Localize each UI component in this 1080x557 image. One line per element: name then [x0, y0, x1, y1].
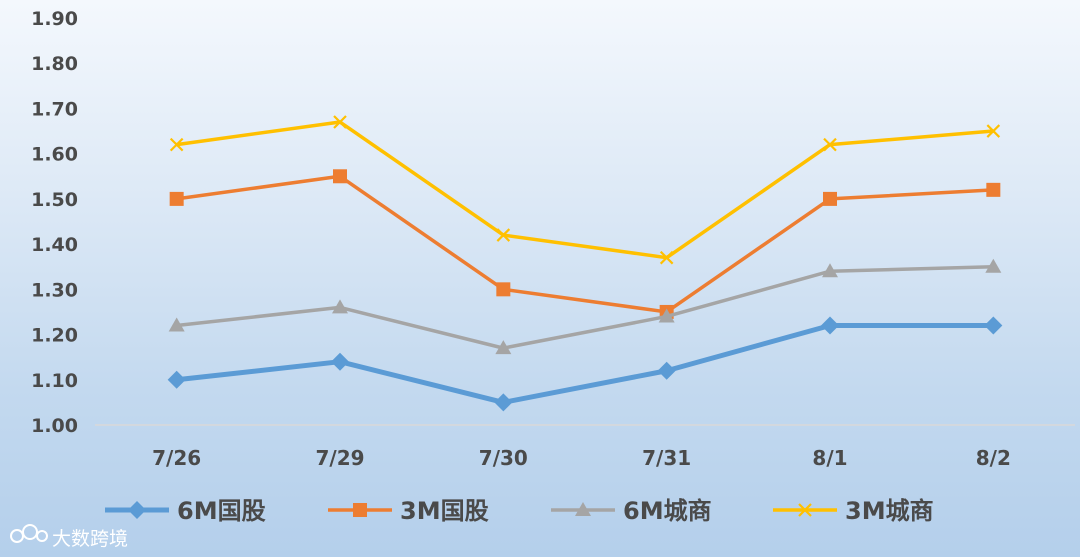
series-2 [169, 169, 1001, 319]
data-point [986, 182, 1001, 197]
series-line [176, 174, 994, 314]
x-tick-label: 7/30 [479, 446, 528, 470]
legend-item: 3M国股 [328, 497, 489, 525]
y-tick-label: 1.60 [31, 144, 78, 166]
watermark: 大数跨境 [10, 524, 128, 550]
data-point [823, 191, 837, 206]
data-point [659, 250, 674, 265]
y-tick-label: 1.00 [31, 415, 78, 437]
data-point [823, 137, 837, 152]
y-tick-label: 1.20 [31, 325, 78, 347]
data-point [333, 169, 347, 184]
data-point [985, 258, 1002, 273]
data-point [822, 263, 838, 278]
series-layer [167, 115, 1003, 412]
series-1 [167, 316, 1003, 412]
x-tick-label: 7/31 [642, 446, 691, 470]
legend: 6M国股 3M国股 6M城商 3M城商 [105, 497, 934, 525]
data-point [496, 228, 511, 242]
series-4 [169, 115, 1001, 265]
legend-label: 3M城商 [845, 497, 934, 525]
y-tick-label: 1.50 [31, 189, 78, 211]
y-tick-label: 1.40 [31, 234, 78, 256]
x-tick-label: 7/26 [152, 446, 201, 470]
legend-label: 3M国股 [400, 497, 489, 525]
data-point [169, 137, 184, 152]
watermark-text: 大数跨境 [52, 528, 128, 550]
legend-item: 6M城商 [551, 497, 712, 525]
y-tick-label: 1.70 [31, 98, 78, 120]
x-tick-label: 8/1 [812, 446, 847, 470]
series-line [176, 120, 994, 260]
data-point [331, 352, 349, 371]
data-point [821, 316, 839, 335]
data-point [986, 124, 1001, 138]
data-point [984, 316, 1003, 335]
series-line [176, 323, 994, 405]
bigdata-logo-icon [10, 524, 48, 543]
series-3 [168, 258, 1002, 355]
legend-item: 6M国股 [105, 497, 266, 525]
data-point [658, 308, 675, 323]
y-tick-label: 1.90 [31, 8, 78, 30]
data-point [496, 282, 511, 297]
legend-swatch-marker [353, 503, 367, 517]
legend-swatch-marker [575, 502, 591, 516]
legend-swatch-marker [798, 503, 812, 517]
data-point [167, 370, 186, 389]
data-point [333, 115, 347, 129]
series-line [176, 264, 994, 350]
legend-swatch-marker [128, 501, 146, 519]
x-tick-label: 7/29 [315, 446, 364, 470]
data-point [494, 393, 513, 412]
legend-item: 3M城商 [773, 497, 934, 525]
x-tick-label: 8/2 [976, 446, 1011, 470]
axes-layer: 1.00 1.10 1.20 1.30 1.40 1.50 1.60 1.70 1.80 1.90… [31, 8, 1075, 470]
y-tick-label: 1.80 [31, 53, 78, 75]
y-tick-label: 1.10 [31, 370, 78, 392]
legend-label: 6M城商 [623, 497, 712, 525]
data-point [332, 299, 348, 314]
data-point [657, 361, 676, 380]
y-tick-label: 1.30 [31, 279, 78, 301]
data-point [168, 317, 185, 332]
legend-label: 6M国股 [177, 497, 266, 525]
data-point [169, 191, 184, 206]
data-point [495, 340, 512, 355]
